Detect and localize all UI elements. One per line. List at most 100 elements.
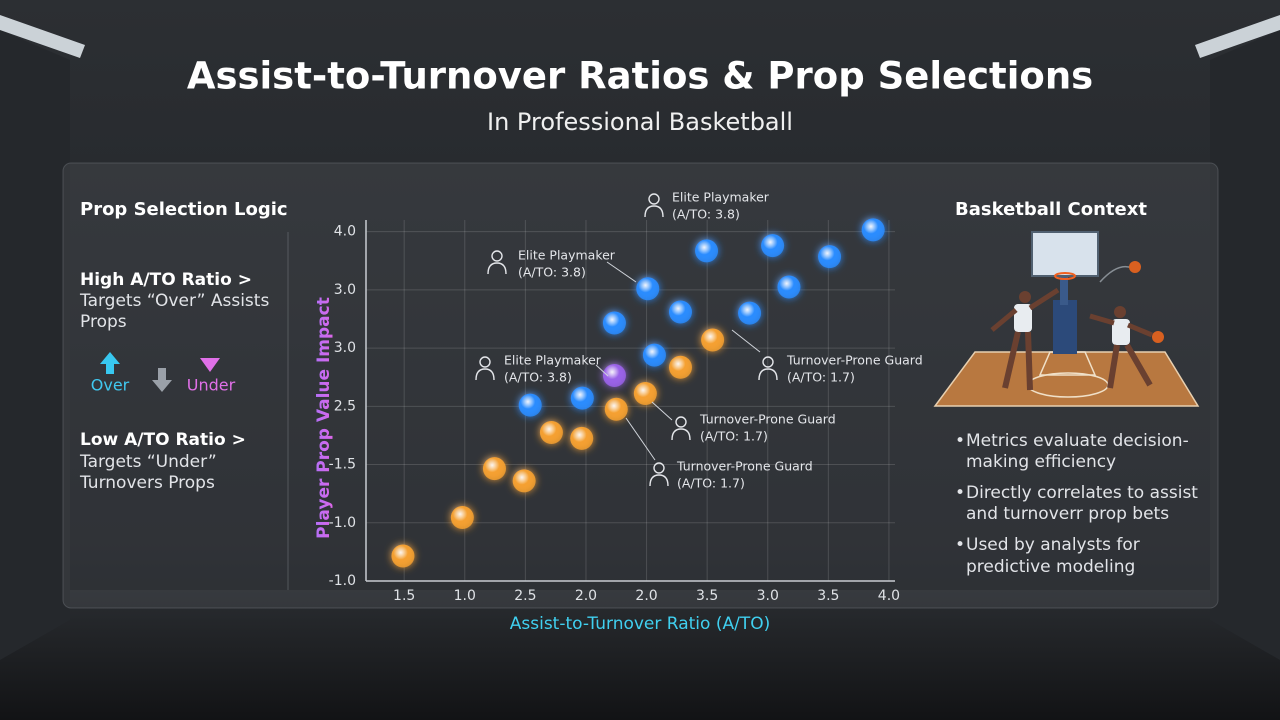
y-tick-label: -1.0: [329, 515, 356, 531]
under-label: Under: [187, 376, 236, 395]
data-point: [570, 426, 594, 450]
x-tick-label: 3.5: [696, 588, 718, 604]
data-point: [512, 469, 536, 493]
data-point: [450, 506, 474, 530]
bullet-line: making efficiency: [966, 452, 1116, 472]
light-left: [0, 15, 85, 58]
person-icon: [491, 250, 503, 262]
data-point: [391, 544, 415, 568]
scatter-plot: -1.0 -1.0 -1.5 2.5 3.0 3.0 4.0 1.5 1.0 2.5 2.0 2.0 3…: [329, 190, 923, 605]
bullet-line: and turnoverr prop bets: [966, 504, 1169, 524]
data-point: [668, 300, 692, 324]
y-tick-label: -1.0: [329, 573, 356, 589]
data-point: [570, 386, 594, 410]
annotation-name: Turnover-Prone Guard: [699, 412, 836, 427]
leader-line: [606, 261, 637, 283]
x-tick-label: 1.5: [393, 588, 415, 604]
title: Assist-to-Turnover Ratios & Prop Selecti…: [187, 55, 1093, 98]
x-tick-label: 3.0: [757, 588, 779, 604]
x-tick-label: 3.5: [817, 588, 839, 604]
x-axis-title: Assist-to-Turnover Ratio (A/TO): [510, 614, 770, 634]
bullet-line: predictive modeling: [966, 557, 1135, 577]
leader-line: [625, 417, 656, 461]
over-arrow: [100, 352, 120, 374]
neutral-arrow: [152, 368, 172, 392]
annotation-detail: (A/TO: 1.7): [700, 429, 768, 444]
annotation-detail: (A/TO: 1.7): [677, 476, 745, 491]
x-tick-label: 2.0: [635, 588, 657, 604]
high-line: Props: [80, 312, 127, 332]
person-icon: [758, 368, 778, 381]
data-point: [642, 343, 666, 367]
data-point: [539, 421, 563, 445]
y-tick-label: 4.0: [334, 224, 356, 240]
y-tick-label: 3.0: [334, 340, 356, 356]
data-point: [738, 301, 762, 325]
data-point: [602, 311, 626, 335]
y-axis-title: Player Prop Value Impact: [314, 297, 334, 539]
high-line: Targets “Over” Assists: [79, 291, 269, 311]
left-heading: Prop Selection Logic: [80, 199, 288, 220]
data-point: [818, 245, 842, 269]
annotation-detail: (A/TO: 3.8): [672, 207, 740, 222]
high-line: High A/TO Ratio >: [80, 270, 252, 290]
annotation-detail: (A/TO: 3.8): [504, 370, 572, 385]
floor: [0, 590, 1280, 720]
y-tick-label: -1.5: [329, 457, 356, 473]
data-point: [602, 363, 626, 387]
under-arrow: [200, 358, 220, 372]
leader-line: [651, 401, 673, 421]
over-label: Over: [91, 376, 130, 395]
low-line: Low A/TO Ratio >: [80, 430, 246, 450]
annotation-name: Elite Playmaker: [504, 353, 602, 368]
low-line: Targets “Under”: [79, 452, 217, 472]
bullet-dot: •: [955, 535, 965, 555]
y-tick-label: 3.0: [334, 282, 356, 298]
annotation-detail: (A/TO: 1.7): [787, 370, 855, 385]
person-icon: [649, 474, 669, 487]
wall-right: [1210, 30, 1280, 660]
leader-line: [595, 364, 609, 377]
right-heading: Basketball Context: [955, 199, 1147, 220]
subtitle: In Professional Basketball: [487, 108, 793, 136]
y-tick-label: 2.5: [334, 398, 356, 414]
data-point: [518, 393, 542, 417]
court-illustration: [933, 231, 1200, 407]
data-point: [861, 218, 885, 242]
person-icon: [671, 428, 691, 441]
bullet-dot: •: [955, 483, 965, 503]
data-point: [695, 239, 719, 263]
wall-left: [0, 30, 70, 660]
data-point: [777, 275, 801, 299]
person-icon: [479, 356, 491, 368]
person-icon: [653, 462, 665, 474]
annotation-name: Turnover-Prone Guard: [676, 459, 813, 474]
low-line: Turnovers Props: [79, 473, 215, 493]
person-icon: [487, 262, 507, 275]
x-tick-label: 1.0: [454, 588, 476, 604]
data-point: [604, 397, 628, 421]
data-point: [668, 355, 692, 379]
light-right: [1195, 15, 1280, 58]
annotation-detail: (A/TO: 3.8): [518, 265, 586, 280]
bullet-dot: •: [955, 431, 965, 451]
bullet-line: Metrics evaluate decision-: [966, 431, 1189, 451]
person-icon: [762, 356, 774, 368]
person-icon: [475, 368, 495, 381]
annotation-name: Elite Playmaker: [672, 190, 770, 205]
x-tick-label: 2.0: [575, 588, 597, 604]
data-point: [636, 277, 660, 301]
person-icon: [648, 193, 660, 205]
data-point: [701, 328, 725, 352]
bullet-line: Directly correlates to assist: [966, 483, 1198, 503]
person-icon: [644, 205, 664, 218]
data-point: [761, 234, 785, 258]
data-point: [482, 457, 506, 481]
annotation-name: Turnover-Prone Guard: [786, 353, 923, 368]
x-tick-label: 4.0: [878, 588, 900, 604]
leader-line: [731, 329, 761, 353]
bullet-line: Used by analysts for: [966, 535, 1140, 555]
person-icon: [675, 416, 687, 428]
data-point: [633, 382, 657, 406]
